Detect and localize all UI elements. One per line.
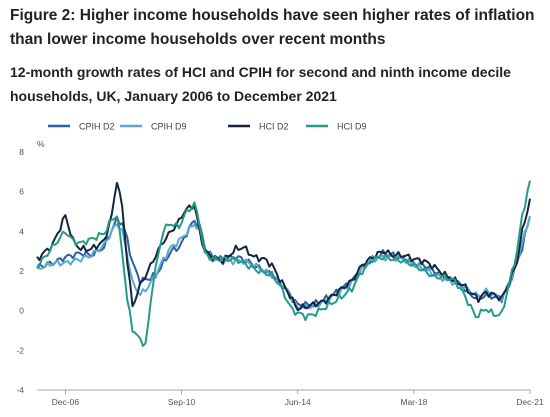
x-tick-label: Jun-14 (285, 397, 311, 407)
line-chart: CPIH D2 CPIH D9 HCI D2 HCI D9% -4 -2 0 2 4 6 8 Dec-… (16, 122, 544, 408)
x-tick-label: Dec-21 (516, 397, 544, 407)
figure-subtitle: 12-month growth rates of HCI and CPIH fo… (10, 64, 511, 104)
legend-label: CPIH D2 (79, 122, 115, 132)
y-tick-label: -4 (16, 385, 24, 395)
figure-title: Figure 2: Higher income households have … (10, 7, 535, 48)
y-axis-label: % (37, 139, 45, 149)
y-tick-label: 8 (19, 147, 24, 157)
y-tick-label: 0 (19, 306, 24, 316)
legend-label: HCI D2 (259, 122, 289, 132)
x-tick-label: Dec-06 (52, 397, 80, 407)
x-tick-label: Sep-10 (168, 397, 196, 407)
y-tick-label: 6 (19, 187, 24, 197)
y-tick-label: 4 (19, 226, 24, 236)
series-line-hci-d2 (36, 181, 531, 312)
y-tick-label: 2 (19, 266, 24, 276)
legend-label: CPIH D9 (151, 122, 187, 132)
y-tick-label: -2 (16, 345, 24, 355)
legend-label: HCI D9 (337, 122, 367, 132)
x-tick-label: Mar-18 (400, 397, 427, 407)
series-line-hci-d9 (36, 180, 531, 347)
